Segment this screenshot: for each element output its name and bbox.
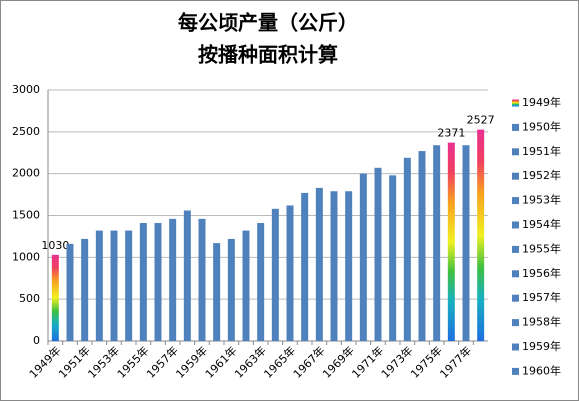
data-label: 2527	[467, 114, 495, 127]
legend-label: 1951年	[522, 144, 561, 158]
legend-swatch	[512, 294, 519, 302]
bar	[51, 254, 59, 341]
bar	[183, 210, 191, 341]
bar	[227, 238, 235, 341]
legend-label: 1954年	[522, 217, 561, 231]
bar	[301, 192, 309, 341]
legend-label: 1957年	[522, 290, 561, 304]
legend-swatch	[512, 148, 519, 156]
bar	[169, 218, 177, 341]
legend-label: 1958年	[522, 315, 561, 329]
legend-label: 1950年	[522, 119, 561, 133]
legend-swatch	[512, 221, 519, 229]
y-tick-label: 0	[33, 334, 40, 347]
bar	[389, 175, 397, 341]
bar	[198, 218, 206, 341]
legend-label: 1956年	[522, 266, 561, 280]
chart-subtitle: 按播种面积计算	[198, 43, 338, 67]
bar	[286, 205, 294, 341]
data-label: 2371	[437, 127, 465, 140]
bar	[66, 243, 74, 341]
legend-swatch	[512, 343, 519, 351]
legend-swatch	[512, 123, 519, 131]
legend-swatch	[512, 367, 519, 375]
bar	[139, 223, 147, 341]
legend-label: 1953年	[522, 193, 561, 207]
y-tick-label: 2000	[12, 167, 40, 180]
bar	[345, 191, 353, 341]
y-tick-label: 1500	[12, 209, 40, 222]
chart-title: 每公顷产量（公斤）	[178, 11, 358, 35]
bar	[125, 230, 133, 341]
legend-label: 1960年	[522, 363, 561, 377]
legend-swatch	[512, 172, 519, 180]
legend-swatch	[512, 197, 519, 205]
bar	[213, 243, 221, 341]
y-tick-label: 1000	[12, 250, 40, 263]
bar	[330, 191, 338, 341]
legend-swatch	[512, 99, 519, 107]
bar	[110, 230, 118, 341]
legend-label: 1959年	[522, 339, 561, 353]
legend-swatch	[512, 270, 519, 278]
y-tick-label: 2500	[12, 125, 40, 138]
bar	[403, 157, 411, 341]
legend-swatch	[512, 319, 519, 327]
bar	[462, 145, 470, 341]
bar	[359, 173, 367, 341]
bar	[242, 230, 250, 341]
y-tick-label: 3000	[12, 83, 40, 96]
bar	[374, 167, 382, 341]
bar	[271, 208, 279, 341]
legend-label: 1949年	[522, 95, 561, 109]
bar	[315, 187, 323, 341]
y-tick-label: 500	[19, 292, 40, 305]
bar	[433, 145, 441, 341]
legend-label: 1955年	[522, 241, 561, 255]
bar	[95, 230, 103, 341]
data-label: 1030	[41, 239, 69, 252]
bar	[154, 223, 162, 341]
bar	[447, 142, 455, 341]
legend-label: 1952年	[522, 168, 561, 182]
bar	[477, 129, 485, 341]
bar	[418, 151, 426, 341]
legend-swatch	[512, 245, 519, 253]
bar	[81, 238, 89, 341]
bar	[257, 223, 265, 341]
